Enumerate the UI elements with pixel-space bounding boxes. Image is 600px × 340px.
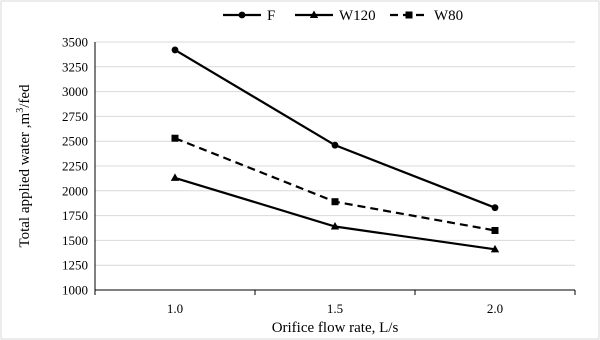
point-marker-circle: [491, 204, 499, 212]
legend-label: W120: [339, 8, 376, 24]
legend-item-w120: W120: [295, 8, 376, 24]
point-marker-square: [491, 226, 499, 234]
point-marker-square: [171, 134, 179, 142]
legend: F W120 W80: [223, 8, 463, 24]
y-tick-label: 2750: [62, 109, 88, 124]
y-tick-label: 1750: [62, 208, 88, 223]
point-marker-triangle: [330, 222, 340, 230]
x-tick-label: 1.0: [167, 301, 183, 316]
point-marker-circle: [238, 11, 246, 19]
y-tick-labels: 1000 1250 1500 1750 2000 2250 2500 2750 3000 3250…: [62, 35, 88, 298]
series-w120: [170, 173, 500, 253]
series-lines: [170, 46, 500, 253]
legend-item-w80: W80: [390, 8, 463, 24]
x-tick-labels: 1.0 1.5 2.0: [167, 301, 503, 316]
y-tick-label: 3250: [62, 59, 88, 74]
series-w80: [171, 134, 499, 234]
y-tick-label: 3000: [62, 84, 88, 99]
y-tick-label: 3500: [62, 35, 88, 50]
x-tick-label: 1.5: [327, 301, 343, 316]
y-tick-label: 2500: [62, 134, 88, 149]
y-tick-label: 2000: [62, 183, 88, 198]
legend-label: W80: [434, 8, 463, 24]
point-marker-triangle: [170, 173, 180, 181]
axes: [94, 42, 576, 295]
point-marker-circle: [171, 46, 179, 54]
y-tick-label: 1000: [62, 283, 88, 298]
point-marker-triangle: [309, 10, 319, 18]
point-marker-circle: [331, 141, 339, 149]
legend-label: F: [267, 8, 275, 24]
series-f: [171, 46, 499, 212]
x-axis-title: Orifice flow rate, L/s: [272, 320, 399, 336]
y-tick-label: 1500: [62, 233, 88, 248]
y-tick-label: 1250: [62, 258, 88, 273]
point-marker-square: [405, 11, 413, 19]
x-tick-label: 2.0: [487, 301, 503, 316]
point-marker-triangle: [490, 244, 500, 253]
y-tick-label: 2250: [62, 159, 88, 174]
legend-item-f: F: [223, 8, 275, 24]
point-marker-square: [331, 198, 339, 206]
y-axis-title: Total applied water ,m3/fed: [15, 84, 33, 248]
